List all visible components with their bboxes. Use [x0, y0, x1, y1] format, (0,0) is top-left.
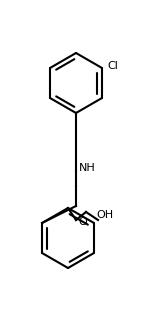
- Text: O: O: [78, 217, 87, 227]
- Text: NH: NH: [79, 163, 96, 173]
- Text: Cl: Cl: [107, 61, 118, 71]
- Text: OH: OH: [96, 210, 113, 220]
